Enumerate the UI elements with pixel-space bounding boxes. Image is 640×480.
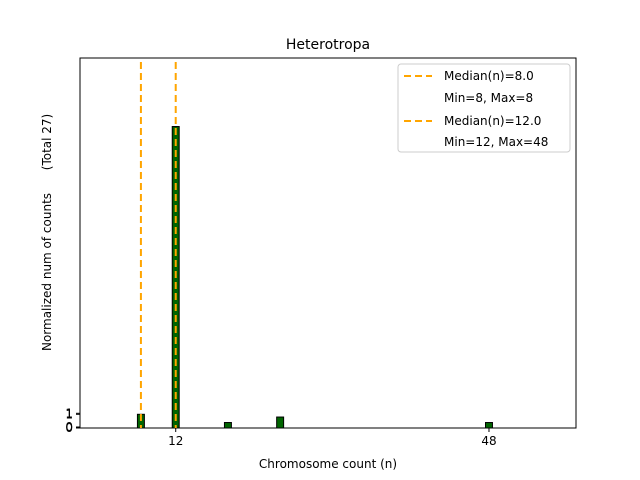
x-axis-ticks: 12 48 xyxy=(168,428,497,448)
legend-label-median-1: Median(n)=8.0 xyxy=(444,69,534,83)
legend-label-range-2: Min=12, Max=48 xyxy=(444,135,548,149)
y-tick-label-0: 0 xyxy=(65,421,73,435)
bar-18 xyxy=(223,422,232,429)
plot-frame xyxy=(79,57,577,429)
legend-label-range-1: Min=8, Max=8 xyxy=(444,91,533,105)
y-tick-label-1: 0 xyxy=(65,420,73,434)
legend-label-median-2: Median(n)=12.0 xyxy=(444,114,541,128)
y-tick-label-2: 1 xyxy=(65,407,73,421)
y-axis-label-total: (Total 27) xyxy=(40,114,54,170)
x-axis-label: Chromosome count (n) xyxy=(259,457,397,471)
legend: Median(n)=8.0 Min=8, Max=8 Median(n)=12.… xyxy=(397,63,571,153)
legend-frame xyxy=(397,63,571,153)
x-tick-label-48: 48 xyxy=(481,434,496,448)
chart-title: Heterotropa xyxy=(286,37,370,53)
bar-48 xyxy=(485,422,493,429)
x-tick-label-12: 12 xyxy=(168,434,183,448)
y-tick-label-3: 1 xyxy=(65,406,73,420)
bars xyxy=(136,126,493,429)
median-lines xyxy=(139,62,177,428)
bar-24 xyxy=(276,416,285,429)
y-axis-label: Normalized num of counts xyxy=(40,193,54,351)
